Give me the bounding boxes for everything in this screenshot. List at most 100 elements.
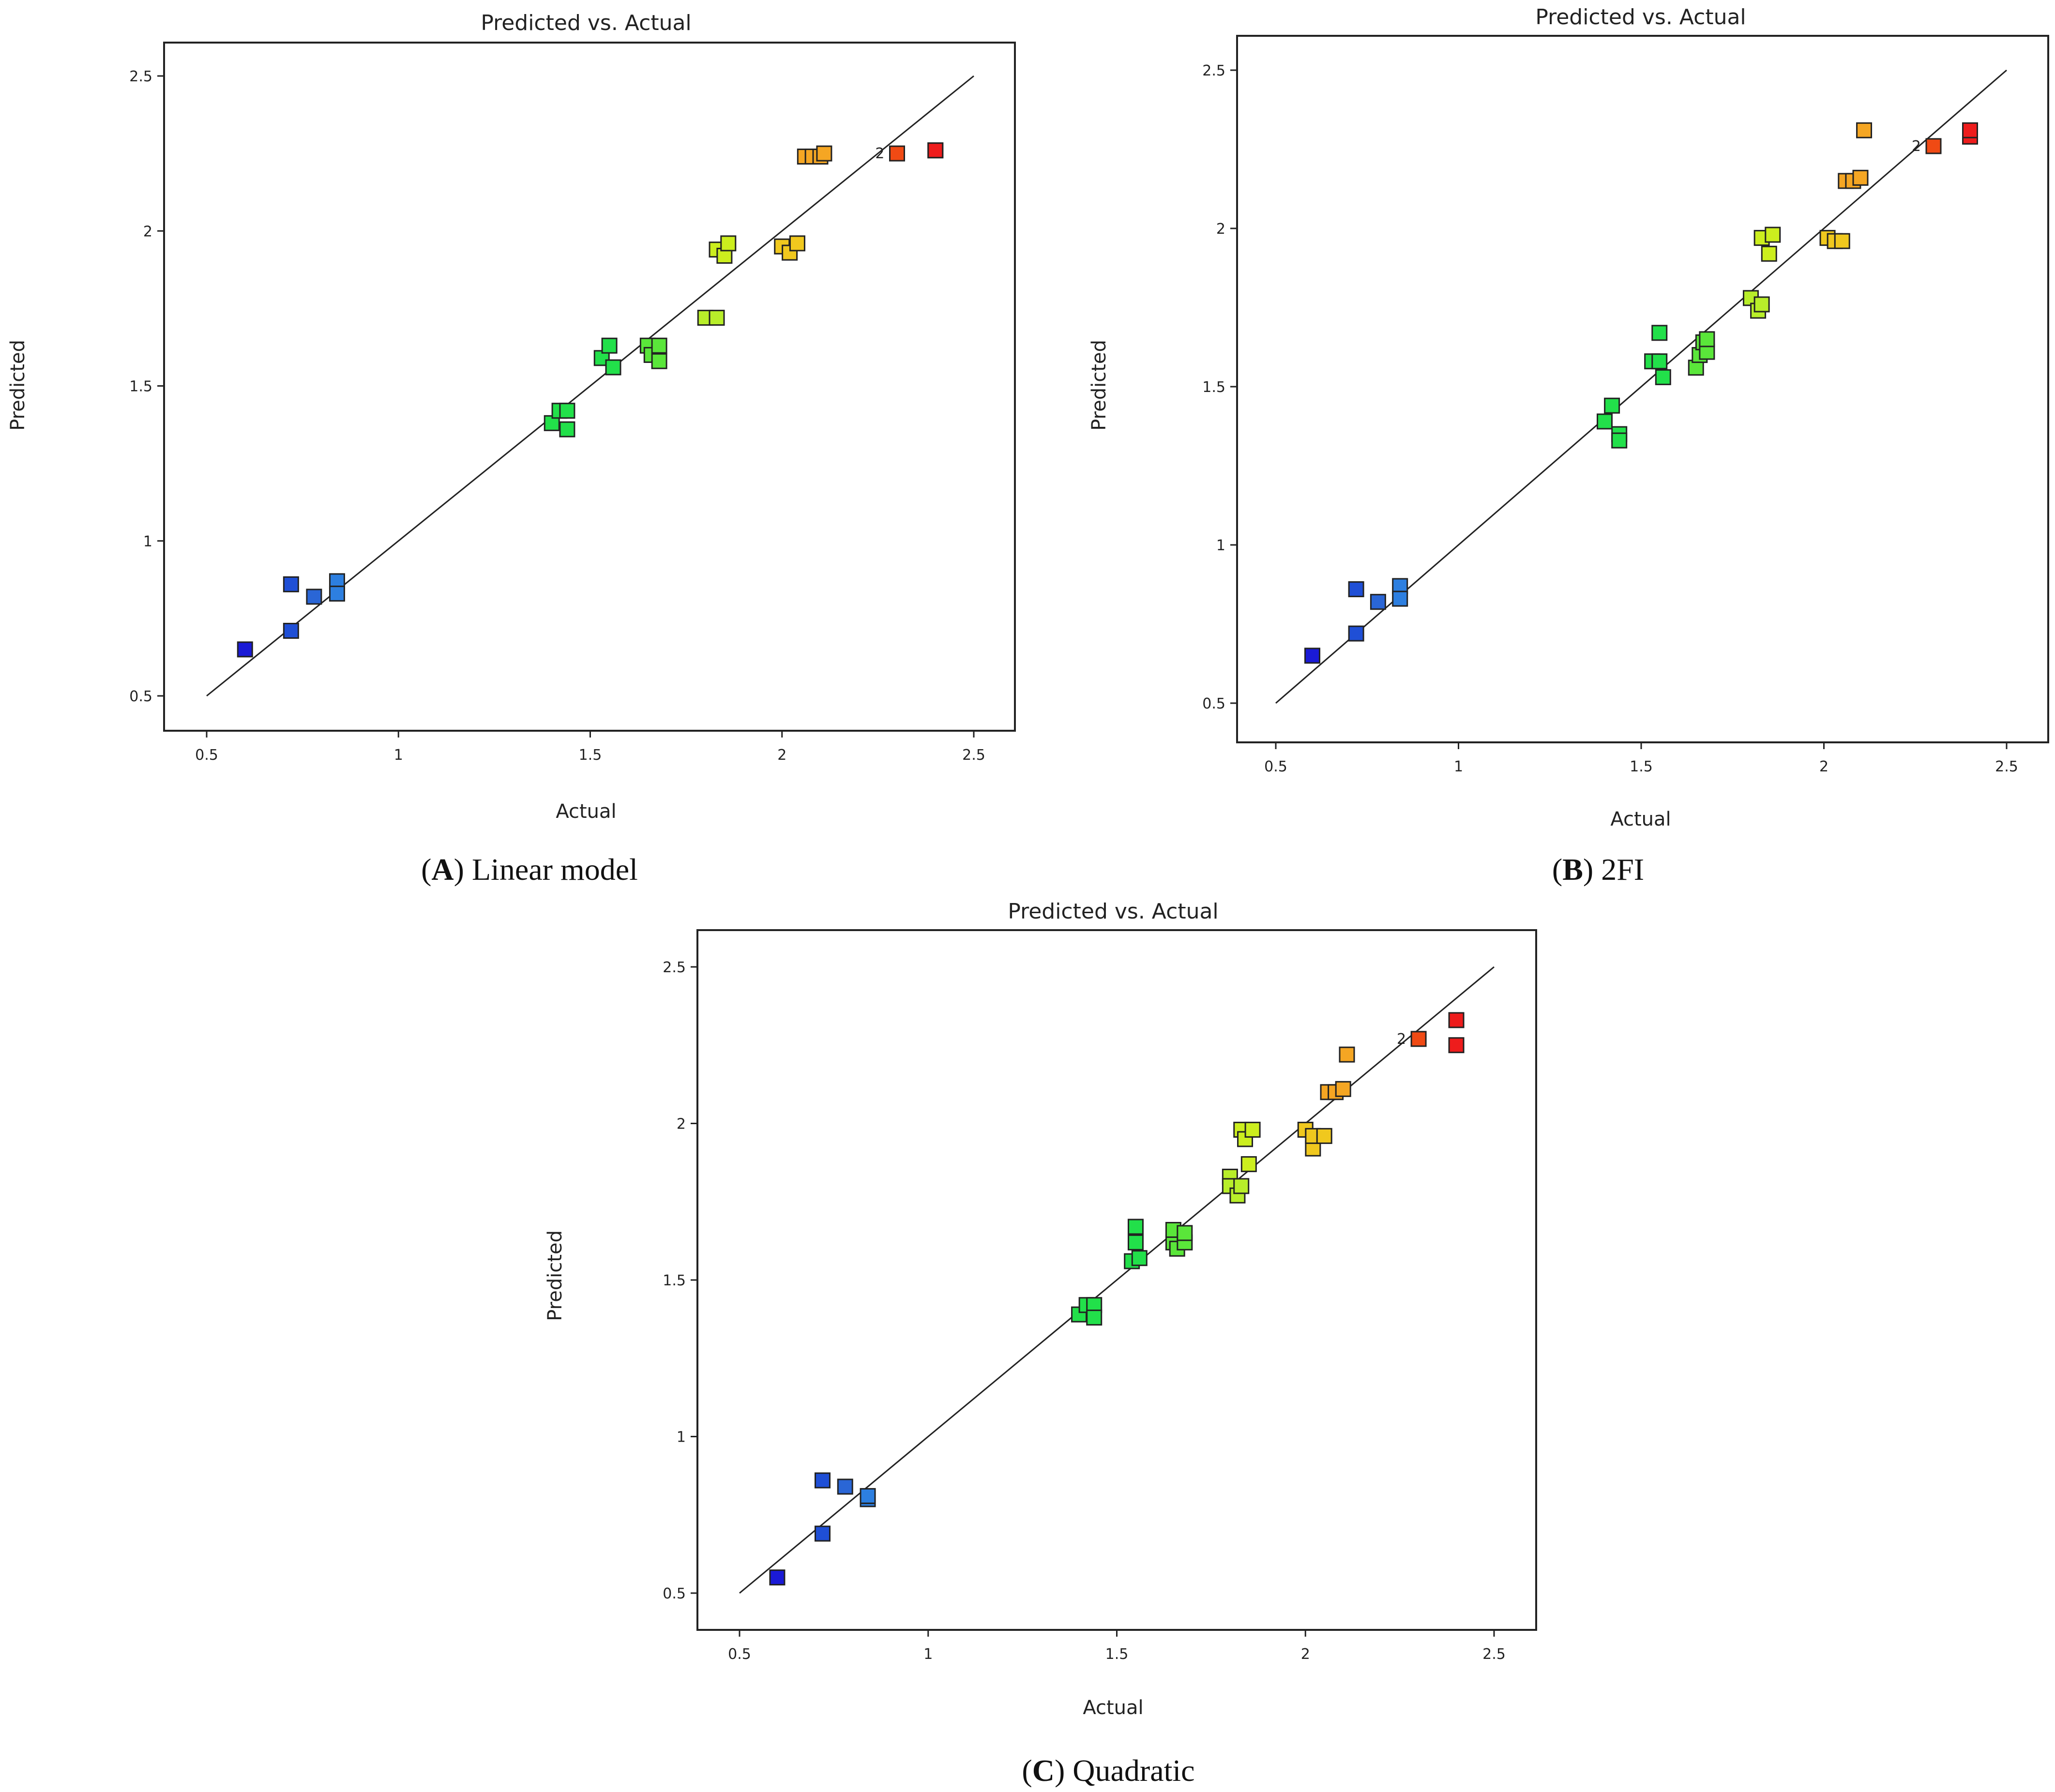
panel-b-caption: (B) 2FI — [1552, 852, 1644, 887]
panel-b-x-tick-label: 2.5 — [1995, 758, 2018, 775]
panel-a-y-tick-label: 1.5 — [129, 378, 152, 395]
panel-a-x-tick-label: 0.5 — [195, 747, 218, 764]
panel-c-data-point — [1177, 1225, 1193, 1241]
panel-b-points — [1304, 122, 1978, 664]
panel-b-data-point — [1370, 594, 1386, 610]
panel-a-marker-label: 2 — [875, 145, 884, 162]
panel-b-data-point — [1611, 432, 1628, 449]
panel-c-data-point — [814, 1472, 831, 1489]
panel-c-data-point — [1335, 1081, 1351, 1097]
panel-c-data-point — [1233, 1178, 1250, 1194]
panel-a-data-point — [720, 235, 737, 252]
panel-a-data-point — [329, 586, 345, 602]
panel-b-data-point — [1348, 581, 1364, 598]
panel-c-x-tick-label: 1.5 — [1105, 1646, 1129, 1663]
panel-b-caption-letter: B — [1562, 852, 1583, 887]
panel-b-data-point — [1348, 625, 1364, 642]
panel-a-plot-frame — [163, 42, 1016, 732]
panel-a-data-point — [651, 353, 667, 369]
panel-c-x-tick-label: 2 — [1301, 1646, 1310, 1663]
panel-c-title: Predicted vs. Actual — [1008, 899, 1218, 924]
panel-b-data-point — [1753, 296, 1770, 313]
panel-c-data-point — [860, 1488, 876, 1504]
panel-a-data-point — [605, 359, 621, 376]
panel-b-ticks: 0.5 1 1.5 2 2.5 0.5 1 1.5 2 2.5 — [1202, 62, 2018, 775]
panel-b: Predicted vs. Actual Actual Predicted 0.… — [1088, 5, 2049, 887]
panel-b-data-point — [1925, 138, 1942, 154]
panel-b-data-point — [1604, 397, 1620, 414]
panel-a-data-point — [651, 337, 667, 354]
panel-c-ticks: 0.5 1 1.5 2 2.5 0.5 1 1.5 2 2.5 — [663, 959, 1506, 1663]
panel-c-data-point — [1131, 1250, 1148, 1266]
panel-b-y-tick-label: 2.5 — [1202, 62, 1225, 79]
panel-c-x-tick-label: 2.5 — [1482, 1646, 1506, 1663]
panel-a-data-point — [559, 421, 575, 437]
panel-b-y-tick-label: 2 — [1216, 221, 1225, 238]
panel-a-y-tick-label: 0.5 — [129, 688, 152, 705]
panel-a-y-axis-label: Predicted — [7, 340, 29, 431]
panel-a-data-point — [816, 145, 832, 162]
panel-a-caption: (A) Linear model — [421, 852, 638, 887]
panel-b-x-tick-label: 1 — [1454, 758, 1463, 775]
panel-c: Predicted vs. Actual Actual Predicted 0.… — [544, 899, 1537, 1788]
panel-a-data-point — [889, 145, 905, 162]
panel-c-caption: (C) Quadratic — [1022, 1753, 1194, 1788]
panel-c-data-point — [1244, 1121, 1261, 1138]
panel-c-data-point — [1127, 1234, 1144, 1250]
panel-a-points — [237, 142, 944, 658]
panel-c-y-tick-label: 1 — [677, 1429, 686, 1446]
panel-b-data-point — [1392, 590, 1408, 607]
panel-a-x-tick-label: 2.5 — [962, 747, 985, 764]
panel-b-data-point — [1699, 331, 1715, 347]
panel-b-x-axis-label: Actual — [1610, 808, 1671, 830]
panel-a-data-point — [601, 337, 618, 354]
panel-b-data-point — [1765, 226, 1781, 243]
panel-c-points — [769, 1012, 1465, 1586]
panel-a-data-point — [283, 576, 299, 592]
panel-b-data-point — [1651, 325, 1668, 341]
panel-b-caption-text: 2FI — [1601, 852, 1644, 887]
panel-a-data-point — [709, 310, 725, 326]
panel-c-x-axis-label: Actual — [1083, 1697, 1143, 1719]
panel-c-x-tick-label: 0.5 — [728, 1646, 751, 1663]
panel-c-data-point — [1316, 1128, 1332, 1144]
panel-b-y-tick-label: 0.5 — [1202, 695, 1225, 712]
panel-a-y-tick-label: 2 — [143, 223, 152, 240]
panel-c-y-tick-label: 1.5 — [663, 1272, 686, 1289]
panel-c-data-point — [1448, 1012, 1465, 1028]
panel-a-x-tick-label: 2 — [777, 747, 786, 764]
panel-b-plot-frame — [1236, 35, 2049, 743]
panel-b-data-point — [1852, 169, 1869, 186]
panel-a-y-tick-label: 1 — [143, 533, 152, 550]
panel-b-data-point — [1651, 353, 1668, 370]
panel-c-data-point — [1448, 1037, 1465, 1054]
panel-a-data-point — [237, 641, 253, 658]
panel-c-data-point — [814, 1525, 831, 1542]
panel-c-data-point — [1339, 1046, 1355, 1063]
panel-c-y-tick-label: 0.5 — [663, 1585, 686, 1602]
panel-a-data-point — [306, 588, 322, 605]
panel-c-x-tick-label: 1 — [923, 1646, 933, 1663]
panel-a-data-point — [283, 622, 299, 639]
panel-a-title: Predicted vs. Actual — [481, 11, 691, 35]
panel-a-caption-text: Linear model — [472, 852, 638, 887]
panel-b-x-tick-label: 0.5 — [1264, 758, 1287, 775]
panel-c-plot-frame — [696, 929, 1537, 1631]
panel-c-reference-line — [739, 966, 1495, 1594]
panel-c-data-point — [769, 1569, 786, 1586]
panel-b-data-point — [1597, 413, 1613, 430]
panel-b-y-tick-label: 1 — [1216, 537, 1225, 554]
panel-c-data-point — [1086, 1310, 1103, 1326]
panel-a-ticks: 0.5 1 1.5 2 2.5 0.5 1 1.5 2 2.5 — [129, 68, 985, 764]
panel-b-data-point — [1962, 122, 1978, 138]
panel-a: Predicted vs. Actual Actual Predicted 0.… — [7, 11, 1016, 887]
panel-a-x-axis-label: Actual — [556, 800, 616, 823]
panel-b-x-tick-label: 2 — [1819, 758, 1828, 775]
panel-c-data-point — [1410, 1031, 1427, 1047]
panel-a-data-point — [789, 235, 805, 252]
panel-b-marker-label: 2 — [1912, 138, 1921, 155]
panel-a-x-tick-label: 1 — [394, 747, 403, 764]
panel-a-y-tick-label: 2.5 — [129, 68, 152, 85]
panel-b-data-point — [1304, 648, 1320, 664]
